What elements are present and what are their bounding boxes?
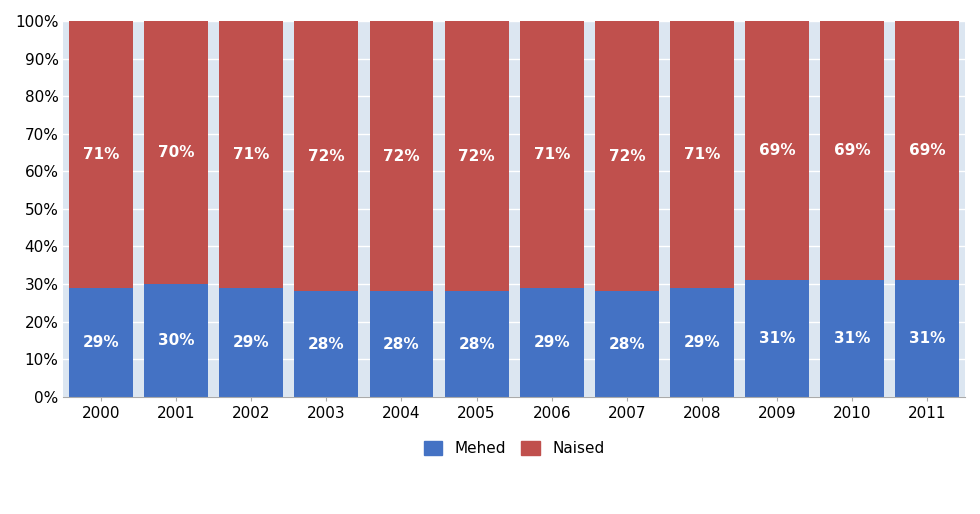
Bar [144, 284, 208, 397]
Bar [670, 288, 734, 397]
Text: 71%: 71% [82, 147, 120, 162]
Bar [220, 21, 283, 288]
Bar [745, 21, 809, 280]
Bar [294, 21, 359, 291]
Bar [445, 291, 509, 397]
Text: 70%: 70% [158, 145, 194, 160]
Text: 71%: 71% [233, 147, 270, 162]
Text: 72%: 72% [609, 149, 645, 164]
Bar [896, 21, 959, 280]
Bar [294, 291, 359, 397]
Bar [144, 21, 208, 284]
Text: 69%: 69% [909, 143, 946, 158]
Text: 29%: 29% [684, 335, 720, 350]
Text: 29%: 29% [533, 335, 570, 350]
Text: 72%: 72% [383, 149, 419, 164]
Text: 30%: 30% [158, 333, 194, 348]
Text: 29%: 29% [233, 335, 270, 350]
Bar [69, 21, 133, 288]
Bar [220, 288, 283, 397]
Text: 28%: 28% [308, 337, 345, 352]
Text: 72%: 72% [459, 149, 495, 164]
Bar [896, 280, 959, 397]
Bar [820, 280, 884, 397]
Text: 31%: 31% [834, 331, 870, 346]
Text: 69%: 69% [759, 143, 796, 158]
Text: 28%: 28% [459, 337, 495, 352]
Bar [69, 288, 133, 397]
Bar [595, 291, 659, 397]
Text: 71%: 71% [684, 147, 720, 162]
Bar [369, 21, 433, 291]
Text: 69%: 69% [834, 143, 870, 158]
Bar [670, 21, 734, 288]
Text: 71%: 71% [533, 147, 570, 162]
Bar [595, 21, 659, 291]
Text: 29%: 29% [82, 335, 120, 350]
Bar [519, 21, 584, 288]
Legend: Mehed, Naised: Mehed, Naised [416, 434, 612, 464]
Text: 28%: 28% [383, 337, 419, 352]
Bar [369, 291, 433, 397]
Bar [820, 21, 884, 280]
Text: 72%: 72% [308, 149, 345, 164]
Text: 28%: 28% [609, 337, 645, 352]
Bar [445, 21, 509, 291]
Bar [745, 280, 809, 397]
Text: 31%: 31% [759, 331, 796, 346]
Bar [519, 288, 584, 397]
Text: 31%: 31% [909, 331, 946, 346]
